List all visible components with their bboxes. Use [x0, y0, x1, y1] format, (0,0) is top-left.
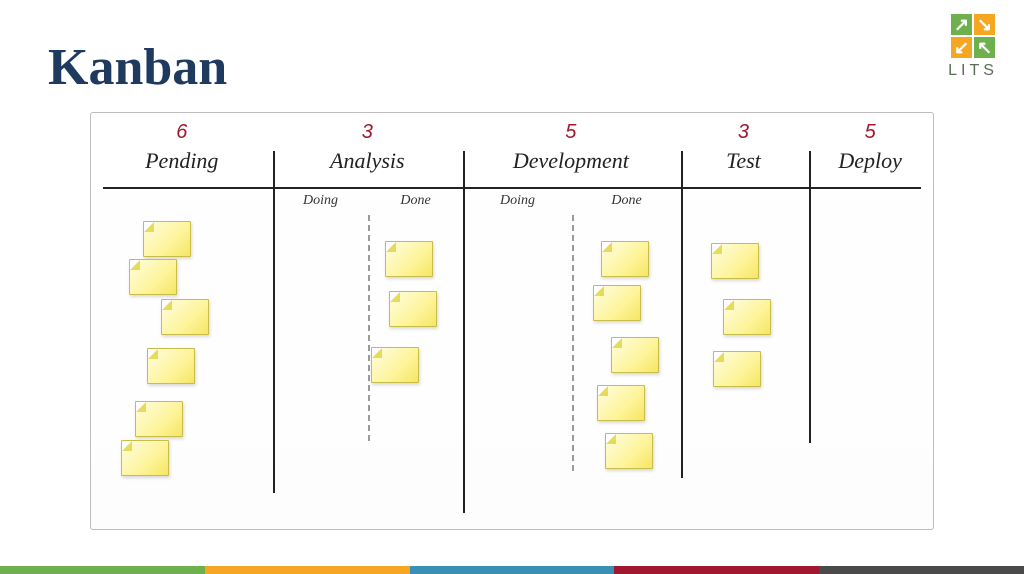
column-header-test: 3 Test [680, 121, 808, 180]
footer-segment [819, 566, 1024, 574]
sticky-pending[interactable] [121, 440, 169, 476]
logo-text: LITS [946, 62, 1000, 80]
footer-segment [410, 566, 615, 574]
lits-logo: ↗ ↘ ↙ ↖ LITS [946, 14, 1000, 80]
sticky-development-done[interactable] [597, 385, 645, 421]
column-header-analysis: 3 Analysis [273, 121, 463, 180]
footer-segment [205, 566, 410, 574]
wip-limit-test: 3 [680, 121, 808, 144]
sticky-pending[interactable] [143, 221, 191, 257]
column-header-deploy: 5 Deploy [807, 121, 933, 180]
sticky-test[interactable] [711, 243, 759, 279]
column-label-development: Development [462, 148, 679, 180]
column-label-test: Test [680, 148, 808, 180]
sticky-development-done[interactable] [601, 241, 649, 277]
column-label-deploy: Deploy [807, 148, 933, 180]
sub-label-development-doing: Doing [463, 193, 572, 209]
wip-limit-deploy: 5 [807, 121, 933, 144]
column-divider [809, 151, 811, 443]
sticky-analysis-done[interactable] [371, 347, 419, 383]
sticky-development-done[interactable] [593, 285, 641, 321]
wip-limit-development: 5 [462, 121, 679, 144]
sub-divider-development [572, 215, 574, 471]
column-label-analysis: Analysis [273, 148, 463, 180]
sub-divider-analysis [368, 215, 370, 441]
sticky-pending[interactable] [147, 348, 195, 384]
sub-label-analysis-done: Done [368, 193, 463, 209]
sticky-development-done[interactable] [605, 433, 653, 469]
column-label-pending: Pending [91, 148, 273, 180]
sub-label-analysis-doing: Doing [273, 193, 368, 209]
column-divider [681, 151, 683, 478]
sticky-pending[interactable] [135, 401, 183, 437]
header-divider [103, 187, 921, 189]
sticky-analysis-done[interactable] [385, 241, 433, 277]
sticky-development-done[interactable] [611, 337, 659, 373]
sticky-test[interactable] [713, 351, 761, 387]
wip-limit-analysis: 3 [273, 121, 463, 144]
sticky-test[interactable] [723, 299, 771, 335]
page-title: Kanban [48, 38, 227, 97]
sub-label-development-done: Done [572, 193, 681, 209]
column-headers: 6Pending3Analysis5Development3Test5Deplo… [91, 113, 933, 180]
sticky-pending[interactable] [161, 299, 209, 335]
sticky-pending[interactable] [129, 259, 177, 295]
logo-mark: ↗ ↘ ↙ ↖ [951, 14, 995, 58]
kanban-board: 6Pending3Analysis5Development3Test5Deplo… [90, 112, 934, 530]
wip-limit-pending: 6 [91, 121, 273, 144]
footer-segment [614, 566, 819, 574]
column-header-development: 5 Development [462, 121, 679, 180]
footer-segment [0, 566, 205, 574]
sticky-analysis-done[interactable] [389, 291, 437, 327]
column-header-pending: 6 Pending [91, 121, 273, 180]
footer-bar [0, 566, 1024, 574]
